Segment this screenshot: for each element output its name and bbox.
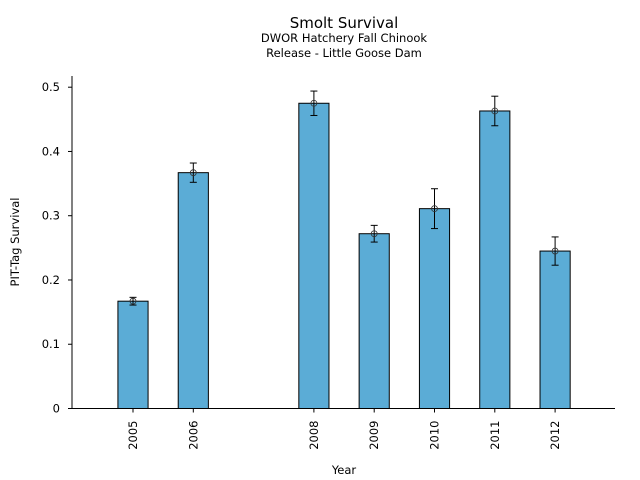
x-tick-label: 2011 [488, 421, 502, 450]
x-tick-label: 2005 [126, 421, 140, 450]
y-tick-label: 0.5 [42, 80, 60, 94]
x-tick-label: 2006 [186, 421, 200, 450]
y-tick-label: 0.2 [42, 273, 60, 287]
error-bars-group [129, 90, 559, 306]
y-axis-label: PIT-Tag Survival [8, 198, 22, 287]
y-tick-label: 0.4 [42, 144, 60, 158]
error-bar-2006 [189, 162, 197, 183]
error-bar-2012 [551, 236, 559, 266]
bar-2011 [479, 110, 511, 409]
x-ticks-group: 2005 2006 2008 2009 2010 2011 2012 [126, 408, 562, 450]
data-point-marker [370, 230, 378, 238]
bar-2008 [298, 102, 330, 409]
error-bar-2008 [310, 90, 318, 116]
y-tick-label: 0 [53, 402, 60, 416]
error-bar-2010 [431, 188, 438, 230]
chart-subtitle-line-2: Release - Little Goose Dam [266, 46, 422, 60]
data-point-marker [491, 107, 499, 115]
data-point-marker [129, 297, 137, 305]
bar-2005 [117, 300, 149, 409]
data-point-marker [310, 99, 318, 107]
data-point-marker [551, 247, 559, 255]
x-tick-label: 2009 [367, 421, 381, 450]
bar-2009 [358, 233, 390, 409]
bar-2006 [177, 172, 209, 409]
error-bar-2009 [370, 224, 378, 243]
bar-2012 [539, 250, 571, 409]
chart-subtitle-line-1: DWOR Hatchery Fall Chinook [261, 31, 428, 45]
bar-2010 [418, 208, 451, 409]
chart-title: Smolt Survival [290, 14, 399, 32]
error-bar-2005 [129, 296, 137, 306]
error-bar-2011 [491, 95, 499, 127]
x-axis-label: Year [331, 463, 357, 477]
x-tick-label: 2012 [548, 421, 562, 450]
x-tick-label: 2008 [307, 421, 321, 450]
y-tick-label: 0.3 [42, 209, 60, 223]
data-point-marker [431, 205, 438, 213]
data-point-marker [189, 169, 197, 177]
bars-group [117, 102, 571, 409]
y-tick-label: 0.1 [42, 337, 60, 351]
x-tick-label: 2010 [428, 421, 442, 450]
y-ticks-group: 0 0.1 0.2 0.3 0.4 0.5 [42, 80, 72, 416]
